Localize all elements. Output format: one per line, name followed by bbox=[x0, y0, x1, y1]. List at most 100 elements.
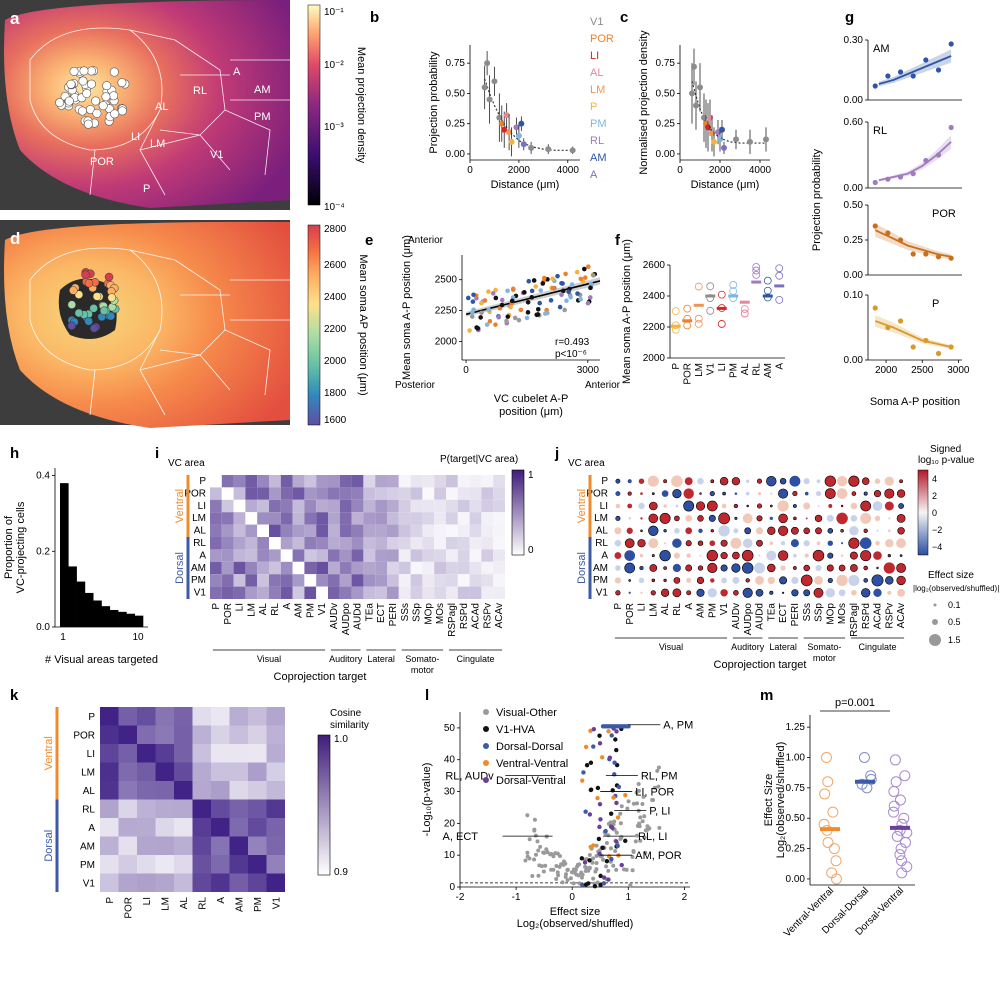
dot-cell bbox=[685, 527, 693, 535]
data-point bbox=[888, 806, 900, 818]
dot-cell bbox=[770, 492, 773, 495]
data-point bbox=[587, 866, 592, 871]
y-tick-label: 2250 bbox=[435, 306, 458, 317]
dot-cell bbox=[708, 514, 716, 522]
data-point bbox=[923, 157, 929, 164]
dot-cell bbox=[874, 478, 881, 484]
heatmap-cell bbox=[269, 499, 281, 513]
dot-cell bbox=[697, 540, 704, 546]
x-tick-label: AM bbox=[763, 363, 774, 378]
data-point bbox=[475, 326, 480, 331]
dot-cell bbox=[898, 503, 904, 509]
data-point bbox=[611, 795, 616, 800]
heatmap-cell bbox=[493, 512, 505, 525]
injection-dot bbox=[83, 119, 93, 129]
heatmap-cell bbox=[266, 762, 285, 781]
data-point bbox=[641, 794, 646, 799]
injection-dots-a bbox=[55, 66, 130, 129]
cbar-hi-i: 1 bbox=[528, 470, 534, 481]
data-point bbox=[598, 817, 603, 822]
dot-cell bbox=[628, 517, 631, 520]
heatmap-cell bbox=[363, 537, 376, 550]
data-point bbox=[619, 804, 624, 809]
column-label: LM bbox=[161, 897, 172, 911]
heatmap-cell bbox=[211, 873, 230, 892]
heatmap-cell bbox=[304, 475, 317, 488]
data-point bbox=[740, 309, 749, 318]
histogram-bar bbox=[76, 581, 86, 627]
y-axis-label: Normalised projection density bbox=[638, 30, 650, 175]
dorsal-label: Dorsal bbox=[174, 552, 186, 584]
column-label: A bbox=[684, 603, 695, 610]
data-point bbox=[891, 830, 903, 842]
data-point bbox=[752, 270, 761, 279]
data-point bbox=[694, 282, 703, 291]
soma-dots-d bbox=[67, 268, 120, 333]
data-point bbox=[634, 833, 639, 838]
data-point bbox=[515, 132, 522, 139]
dot-cell bbox=[732, 551, 740, 560]
heatmap-cell bbox=[118, 762, 137, 781]
heatmap-cell bbox=[155, 873, 174, 892]
posterior-label: Posterior bbox=[395, 380, 436, 391]
data-point bbox=[752, 263, 761, 271]
data-point bbox=[606, 729, 611, 734]
data-point bbox=[588, 787, 594, 793]
heatmap-cell bbox=[481, 549, 494, 562]
data-point bbox=[601, 875, 607, 880]
heatmap-cell bbox=[469, 586, 482, 599]
row-label: AM bbox=[191, 563, 206, 574]
x-axis-label: Effect size bbox=[550, 906, 601, 918]
data-point bbox=[899, 770, 911, 782]
data-point bbox=[657, 825, 662, 830]
data-point bbox=[694, 314, 703, 323]
data-point bbox=[527, 837, 532, 842]
legend-marker bbox=[483, 709, 489, 715]
data-point bbox=[563, 861, 568, 866]
injection-dot bbox=[79, 66, 89, 76]
data-point bbox=[579, 856, 585, 861]
chart-g: 0.00 0.30 AM 0.00 0.60 RL 0.00 0.25 0.50 POR 2000 2… bbox=[811, 35, 970, 408]
dot-cell bbox=[663, 479, 667, 484]
heatmap-cell bbox=[304, 512, 317, 525]
data-point bbox=[555, 870, 560, 875]
heatmap-cell bbox=[469, 512, 482, 525]
data-point bbox=[487, 318, 493, 324]
data-point bbox=[652, 785, 657, 790]
heatmap-cell bbox=[434, 487, 446, 500]
injection-dot bbox=[117, 106, 127, 116]
heatmap-cell bbox=[339, 549, 352, 562]
heatmap-cell bbox=[248, 781, 267, 800]
injection-dot bbox=[109, 91, 119, 101]
dot-cell bbox=[800, 574, 813, 587]
dot-cell bbox=[647, 475, 659, 487]
fit-line bbox=[484, 78, 576, 151]
heatmap-cell bbox=[422, 549, 435, 562]
data-point bbox=[568, 876, 573, 881]
colorbar-tick: 2600 bbox=[324, 260, 347, 271]
heatmap-cell bbox=[233, 512, 246, 525]
heatmap-cell bbox=[210, 512, 222, 525]
dot-cell bbox=[815, 491, 822, 497]
dot-cell bbox=[863, 565, 868, 571]
data-point bbox=[591, 726, 597, 732]
data-point bbox=[597, 741, 603, 746]
dot-cell bbox=[840, 554, 844, 557]
heatmap-cell bbox=[233, 586, 246, 599]
heatmap-cell bbox=[328, 487, 340, 500]
data-point bbox=[596, 836, 602, 842]
chart-b: 0 2000 4000 0.00 0.25 0.50 0.75 Distance (μm) Pr… bbox=[428, 16, 614, 191]
colorbar-k bbox=[317, 734, 331, 876]
data-point bbox=[693, 102, 699, 109]
data-point bbox=[707, 114, 713, 121]
heatmap-cell bbox=[155, 836, 174, 855]
colorbar-title: Mean projection density bbox=[355, 47, 367, 164]
dot-cell bbox=[651, 554, 655, 558]
y-tick-label: 1.00 bbox=[786, 753, 806, 764]
dot-cell bbox=[686, 577, 692, 583]
legend-entry: V1 bbox=[590, 16, 603, 28]
histogram-bar bbox=[118, 611, 127, 627]
heatmap-cell bbox=[245, 487, 258, 500]
data-point bbox=[655, 768, 660, 773]
